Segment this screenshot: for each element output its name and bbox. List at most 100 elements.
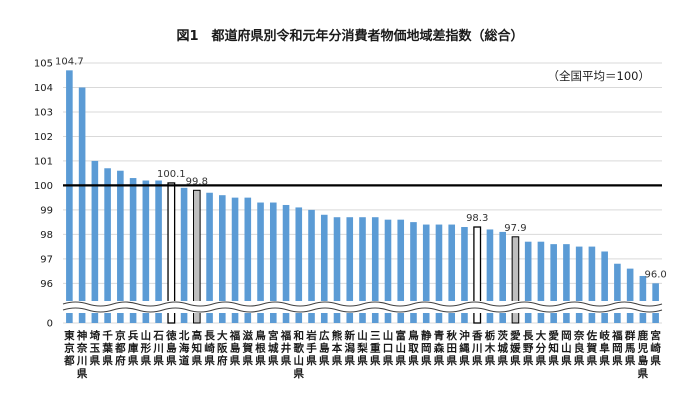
bar	[537, 241, 545, 323]
bar	[231, 197, 239, 323]
x-tick-label: 和歌山県	[293, 329, 305, 380]
y-tick-label: 103	[34, 107, 53, 118]
y-tick-label: 105	[34, 59, 53, 70]
bar	[563, 244, 570, 323]
bar	[167, 182, 176, 324]
x-tick-label: 岐阜県	[599, 329, 610, 367]
bar	[104, 168, 111, 323]
bar	[333, 217, 341, 323]
bar	[269, 202, 277, 323]
x-tick-label: 三重県	[370, 330, 381, 367]
axis-break-line	[62, 307, 663, 313]
x-tick-label: 埼玉県	[90, 329, 101, 367]
x-tick-label: 愛媛県	[509, 329, 521, 367]
x-tick-label: 千葉県	[101, 329, 113, 367]
x-tick-label: 新潟県	[345, 329, 356, 367]
bar	[461, 227, 468, 323]
x-tick-label: 大阪府	[217, 329, 228, 367]
x-tick-label: 茨城県	[497, 329, 508, 367]
bar	[384, 219, 392, 323]
bar	[410, 222, 417, 323]
x-tick-label: 鳥取県	[408, 329, 419, 367]
bar	[91, 160, 99, 323]
bar	[524, 241, 532, 323]
bar	[575, 246, 583, 323]
bar	[550, 244, 557, 323]
bar	[295, 207, 303, 323]
x-tick-labels: 東京都神奈川県埼玉県千葉県京都府兵庫県山形県石川県徳島県北海道高知県長崎県大阪府…	[63, 329, 661, 380]
x-tick-label: 山形県	[141, 329, 152, 367]
x-tick-label: 愛知県	[548, 329, 559, 367]
x-tick-label: 群馬県	[625, 329, 636, 367]
x-tick-label: 富山県	[395, 329, 406, 367]
bar	[257, 202, 264, 323]
chart-title: 図1 都道府県別令和元年分消費者物価地域差指数（総合）	[176, 28, 523, 44]
y-tick-label: 104	[34, 83, 53, 94]
x-tick-label: 滋賀県	[242, 329, 254, 367]
bar	[473, 226, 482, 324]
x-tick-label: 静岡県	[421, 329, 432, 367]
x-tick-label: 栃木県	[484, 329, 496, 367]
bar	[588, 246, 596, 323]
x-tick-label: 奈良県	[573, 329, 585, 367]
axis-break-line	[62, 301, 663, 307]
bar	[511, 236, 520, 324]
bar	[206, 192, 213, 323]
x-tick-label: 福島県	[229, 329, 241, 367]
y-tick-labels: 0 96 97 98 99 100 101 102 103 104 105	[34, 59, 53, 330]
bar	[359, 217, 366, 323]
bar	[219, 195, 226, 323]
data-label: 104.7	[55, 56, 84, 67]
bar	[320, 214, 328, 323]
bar	[129, 178, 137, 323]
x-tick-label: 岩手県	[305, 329, 317, 367]
y-tick-label: 99	[40, 205, 53, 216]
y-tick-label: 97	[40, 254, 53, 265]
bar	[371, 217, 379, 323]
bars	[66, 70, 659, 324]
x-tick-label: 長野県	[523, 330, 534, 367]
bar	[155, 180, 162, 323]
x-tick-label: 沖縄県	[459, 329, 470, 367]
bar	[601, 251, 608, 323]
x-tick-label: 石川県	[152, 330, 164, 367]
bar	[282, 204, 290, 323]
x-tick-label: 高知県	[192, 329, 203, 367]
axis-break-gap	[63, 301, 662, 313]
bar	[422, 224, 430, 323]
y-tick-label: 102	[34, 132, 53, 143]
bar	[142, 180, 150, 323]
bar	[308, 209, 315, 323]
bar	[346, 217, 354, 323]
x-tick-label: 徳島県	[165, 329, 177, 367]
y-tick-label: 101	[34, 156, 53, 167]
bar	[117, 170, 124, 323]
bar	[448, 224, 456, 323]
x-tick-label: 香川県	[471, 329, 483, 367]
bar	[614, 263, 621, 323]
x-tick-label: 岡山県	[561, 330, 572, 367]
data-labels: 104.7 100.199.8 98.3 97.9 96.0	[55, 56, 667, 280]
x-tick-label: 神奈川県	[76, 329, 88, 380]
x-tick-label: 山梨県	[356, 329, 368, 367]
data-label: 98.3	[466, 213, 488, 224]
bar	[66, 70, 73, 323]
bar	[639, 275, 647, 323]
bar	[435, 224, 443, 323]
data-label: 99.8	[186, 176, 208, 187]
bar	[180, 187, 188, 323]
bar	[78, 87, 86, 324]
x-tick-label: 京都府	[114, 329, 126, 367]
x-tick-label: 佐賀県	[586, 329, 598, 367]
data-label: 100.1	[157, 169, 186, 180]
y-tick-label: 0	[47, 319, 53, 330]
x-tick-label: 宮城県	[268, 329, 279, 367]
data-label: 97.9	[504, 223, 526, 234]
x-tick-label: 長崎県	[204, 330, 215, 367]
chart-note: （全国平均＝100）	[548, 69, 650, 83]
y-tick-label: 96	[40, 279, 53, 290]
x-tick-label: 北海道	[179, 329, 190, 367]
x-tick-label: 大分県	[536, 329, 547, 367]
data-label: 96.0	[644, 269, 666, 280]
x-tick-label: 宮崎県	[650, 329, 661, 367]
